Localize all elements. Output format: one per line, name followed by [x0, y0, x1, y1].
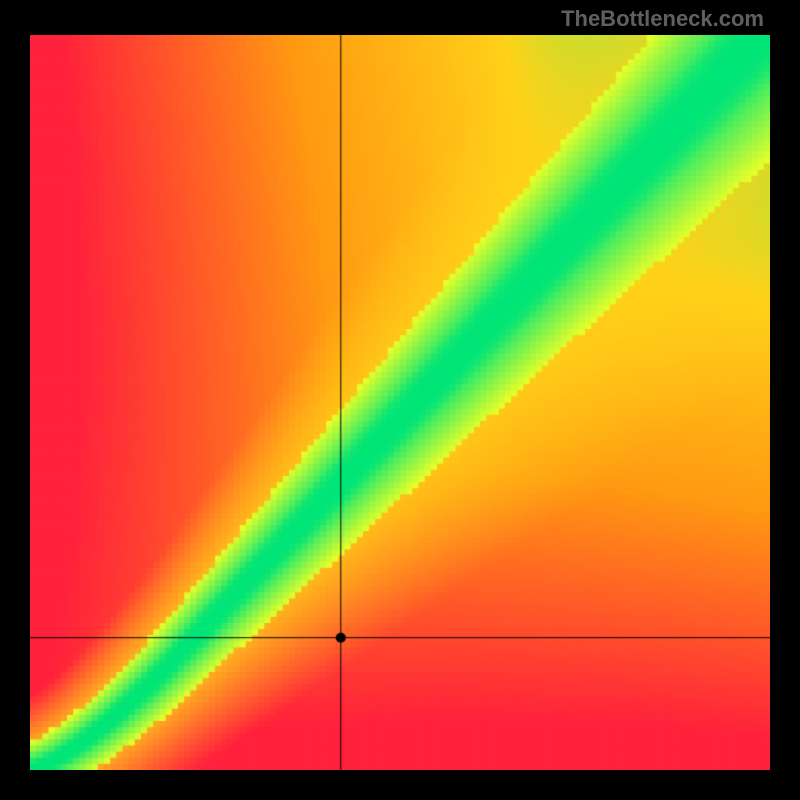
watermark-text: TheBottleneck.com: [561, 6, 764, 32]
chart-container: TheBottleneck.com: [0, 0, 800, 800]
bottleneck-heatmap: [30, 35, 770, 770]
